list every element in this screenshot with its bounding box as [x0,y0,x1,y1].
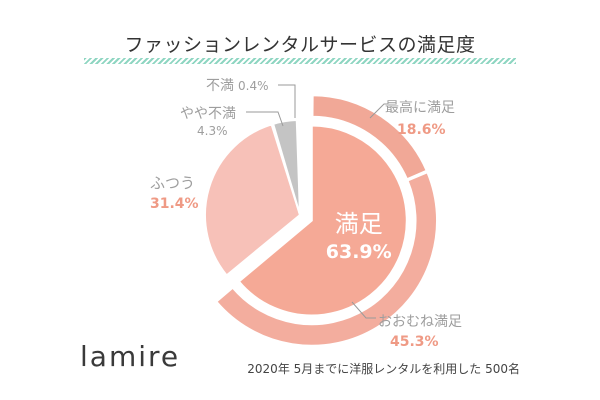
label-very-satisfied: 最高に満足 [385,99,455,116]
value-neutral: 31.4% [150,196,199,212]
slice-dissatisfied [297,118,301,216]
label-somewhat-dissatisfied: やや不満 [180,106,236,122]
title-underline-stripe [84,58,516,64]
value-satisfied: 63.9% [326,241,392,263]
value-somewhat-satisfied: 45.3% [390,334,439,350]
chart-title: ファッションレンタルサービスの満足度 [124,34,476,56]
leader-very-satisfied [369,103,388,119]
label-somewhat-satisfied: おおむね満足 [378,314,462,330]
ring-somewhat-satisfied [215,171,438,347]
label-neutral: ふつう [150,174,195,192]
ring-very-satisfied [311,94,428,180]
label-dissatisfied: 不満 [206,78,234,94]
leader-dissatisfied [278,84,296,118]
brand-logo: lamire [80,340,181,373]
leader-somewhat-satisfied [351,301,376,319]
value-very-satisfied: 18.6% [397,122,446,138]
label-satisfied: 満足 [335,210,383,238]
value-dissatisfied: 0.4% [238,79,269,93]
slice-somewhat-dissatisfied [271,119,301,216]
leader-somewhat-dissatisfied [246,111,284,127]
value-somewhat-dissatisfied: 4.3% [197,124,228,138]
slice-satisfied [237,124,408,317]
survey-footnote: 2020年 5月までに洋服レンタルを利用した 500名 [247,362,520,376]
slice-neutral [204,123,302,277]
